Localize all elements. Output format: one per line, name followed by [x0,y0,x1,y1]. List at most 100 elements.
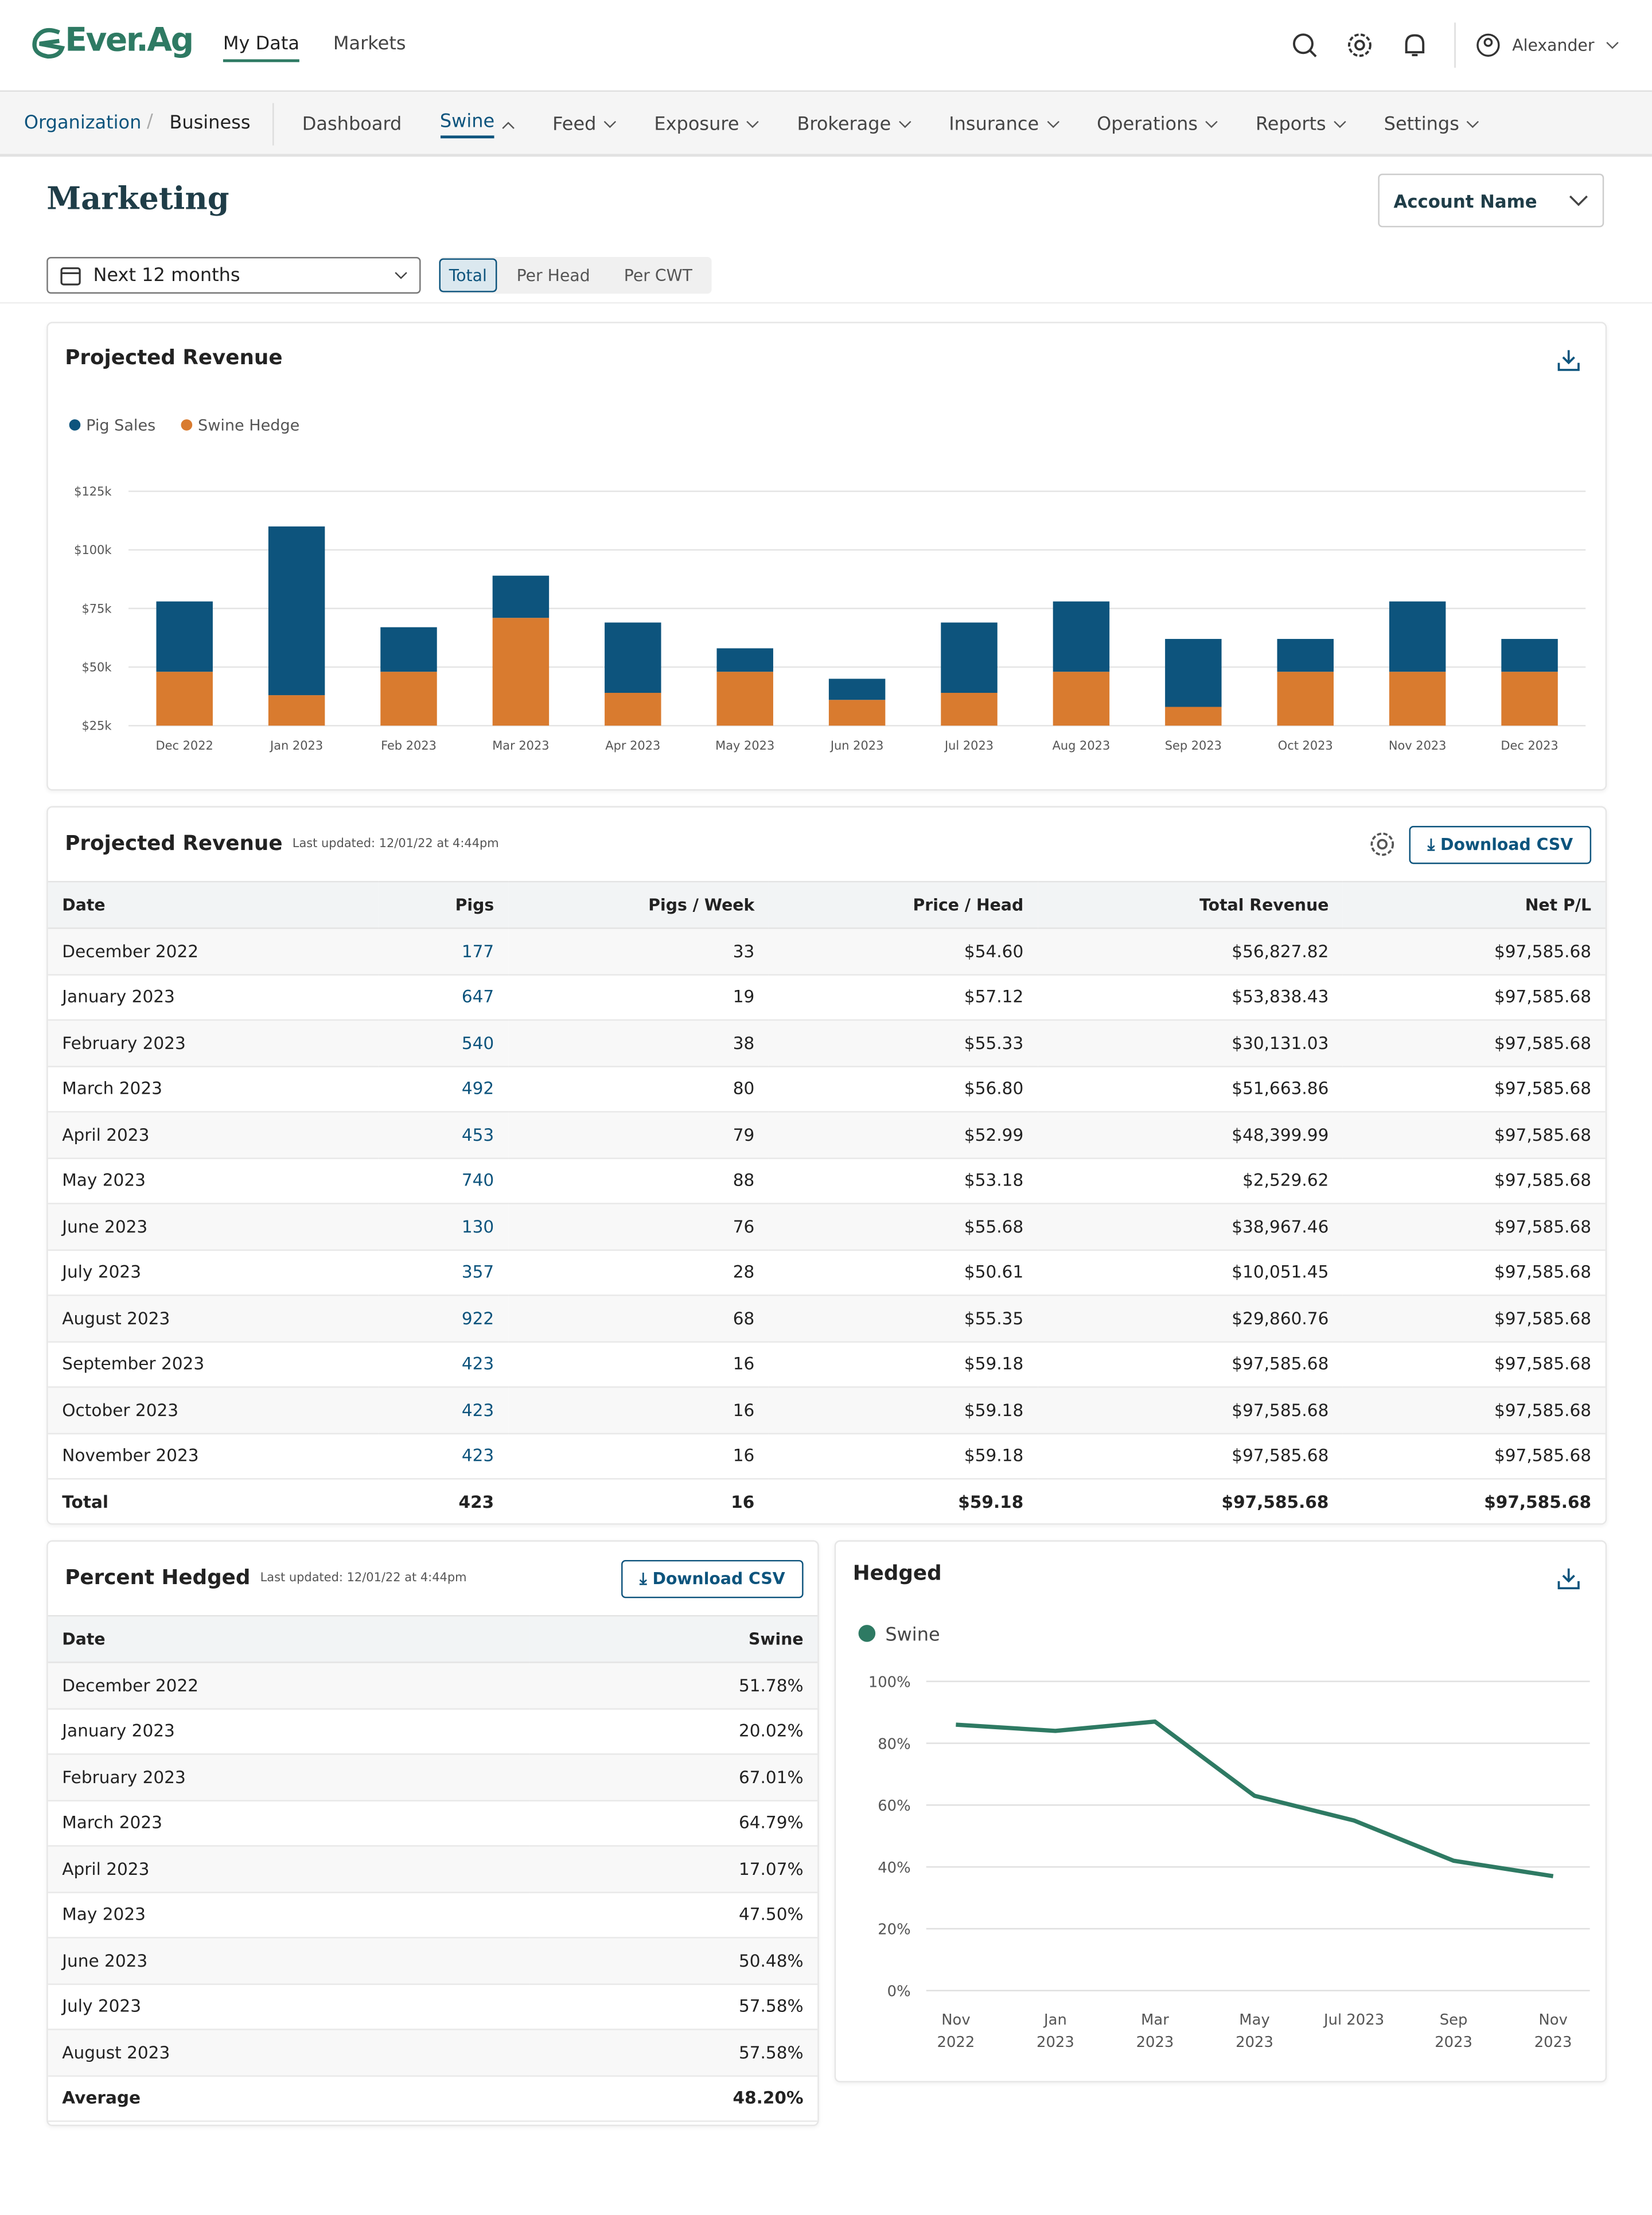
column-header: Price / Head [768,880,1038,929]
menu-item[interactable]: Brokerage [797,114,912,135]
x-tick-label: Jul 2023 [944,739,993,752]
bell-icon[interactable] [1401,31,1429,59]
user-name[interactable]: Alexander [1512,35,1595,55]
table-cell: October 2023 [48,1387,379,1434]
icon-part [60,267,81,286]
chevron [604,120,617,128]
menu-label: Operations [1097,114,1198,136]
menu-item[interactable]: Reports [1256,114,1347,135]
search-icon[interactable] [1291,31,1319,59]
date-select[interactable]: Next 12 months [46,256,421,294]
bar-segment [492,618,550,726]
account-select[interactable]: Account Name [1378,173,1604,228]
table-cell: $59.18 [768,1341,1038,1388]
table-cell: 423 [378,1341,508,1388]
table-cell: 38 [508,1020,769,1067]
bar-segment [1053,672,1110,726]
nav-link[interactable]: Markets [333,34,406,55]
menu-label: Brokerage [797,114,891,136]
bar-segment [605,622,661,693]
icon-part [1205,120,1218,128]
total-cell: 423 [378,1478,508,1523]
download-button[interactable]: ⤓ Download CSV [1409,825,1592,864]
download-button[interactable]: ⤓ Download CSV [621,1559,804,1598]
bar-segment [156,601,213,672]
table-cell: August 2023 [48,2029,529,2076]
download-icon[interactable] [1556,1566,1581,1591]
breadcrumb[interactable]: Organization [24,112,142,134]
card-title: Projected Revenue [65,347,283,370]
chevron [1205,120,1218,128]
table-cell: $97,585.68 [1343,1295,1606,1342]
total-cell: $59.18 [768,1478,1038,1523]
legend-marker [181,419,193,431]
settings-icon[interactable] [1368,830,1396,858]
bar-segment [1165,639,1222,707]
legend-marker [69,419,81,431]
menu-item[interactable]: Insurance [949,114,1060,135]
table-cell: $97,585.68 [1343,928,1606,975]
chart-card: Projected Revenue $25k $50k $75k $100k $125k… [46,322,1607,791]
menu-item[interactable]: Exposure [654,114,760,135]
menu-label: Feed [552,114,597,136]
table-cell: 67.01% [528,1754,818,1801]
bar-segment [268,526,325,696]
bar-segment [941,693,998,726]
column-header: Swine [528,1615,818,1663]
x-tick-label: Feb 2023 [381,739,437,752]
bar-segment [1165,707,1222,726]
download-icon[interactable] [1556,348,1581,373]
table-cell: $97,585.68 [1343,1020,1606,1067]
table-cell: May 2023 [48,1892,529,1939]
toggle-option[interactable]: Total [439,258,497,293]
toggle-option[interactable]: Per Head [516,265,590,286]
chevron [1606,41,1619,49]
table-card: Projected Revenue Last updated: 12/01/22… [46,806,1607,1525]
menu-item[interactable]: Operations [1097,114,1219,135]
total-row: Total 423 16 $59.18 $97,585.68 $97,585.68 [48,1478,1606,1523]
table-cell: $97,585.68 [1343,1341,1606,1388]
menu-item[interactable]: Feed [552,114,617,135]
menu-item[interactable]: Settings [1384,114,1480,135]
table-cell: $53.18 [768,1157,1038,1204]
icon-part [1483,37,1493,47]
x-tick-label: Aug 2023 [1053,739,1111,752]
table-cell: 47.50% [528,1892,818,1939]
settings-icon[interactable] [1346,31,1374,59]
toggle-option[interactable]: Per CWT [624,265,692,286]
table-cell: $97,585.68 [1343,974,1606,1021]
table-row: January 2023 20.02% [48,1708,818,1755]
table-row: September 2023 423 16 $59.18 $97,585.68 $97,5… [48,1341,1606,1388]
bar-segment [380,627,437,672]
column-header: Pigs [378,880,508,929]
icon-part [1606,41,1619,49]
icon-part [604,120,617,128]
nav-link[interactable]: My Data [223,34,300,63]
card-title: Hedged [852,1562,942,1586]
button-label: Download CSV [1440,834,1573,855]
bar-segment [605,693,661,726]
table-cell: $55.68 [768,1203,1038,1250]
updated-note: Last updated: 12/01/22 at 4:44pm [260,1571,467,1586]
total-cell: 16 [508,1478,769,1523]
line-chart: 0% 20% 40% 60% 80% 100% Swine [858,1623,1590,2000]
total-cell: Total [48,1478,379,1523]
select-label: Account Name [1393,190,1537,211]
bar-segment [716,672,773,726]
logo[interactable]: Ever.Ag [65,22,194,60]
total-row: Average 48.20% [48,2074,818,2122]
table-cell: 76 [508,1203,769,1250]
icon-part [1557,1568,1580,1590]
bar-segment [1277,639,1334,672]
chevron [395,271,407,279]
table-cell: $97,585.68 [1343,1387,1606,1434]
button-label: Download CSV [652,1568,785,1589]
menu-item[interactable]: Swine [439,111,516,139]
table-row: June 2023 130 76 $55.68 $38,967.46 $97,585.68 [48,1203,1606,1250]
select-label: Next 12 months [93,264,240,286]
breadcrumb[interactable]: Business [169,112,251,134]
menu-item[interactable]: Dashboard [302,114,402,135]
table-cell: $56.80 [768,1066,1038,1113]
logo-icon [32,28,65,59]
